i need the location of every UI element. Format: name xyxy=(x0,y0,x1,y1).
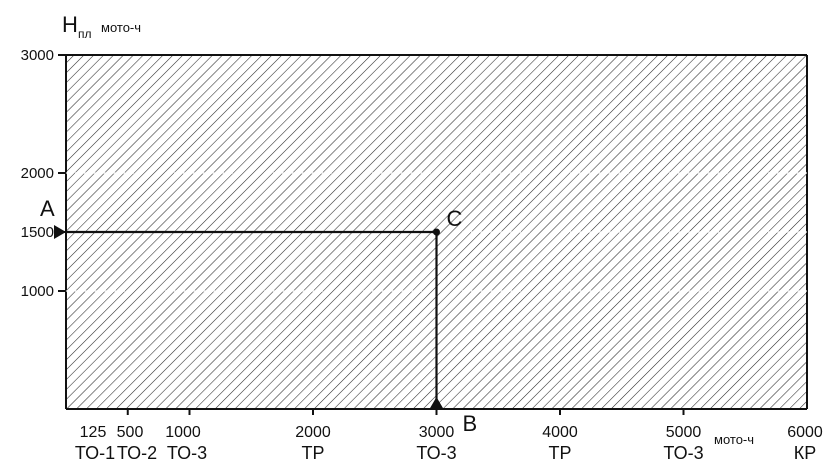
x-ticks: 125 ТО-1500 ТО-2 1000 ТО-3 2000 ТР 3000 ТО-3 4000… xyxy=(75,409,823,463)
y-axis-title-subscript: пл xyxy=(78,27,92,41)
point-label: C xyxy=(447,206,463,231)
point-marker xyxy=(433,228,440,236)
x-tick-label: 6000 xyxy=(787,424,823,441)
x-tick-sublabel: ТО-1 xyxy=(75,443,115,463)
x-tick-label: 4000 xyxy=(542,424,578,441)
x-axis-unit: мото-ч xyxy=(714,432,754,447)
x-tick-sublabel: ТО-3 xyxy=(167,443,207,463)
y-tick-label: 3000 xyxy=(21,47,54,64)
y-tick-label: 2000 xyxy=(21,165,54,182)
y-axis-title: H xyxy=(62,12,78,37)
point-marker xyxy=(429,397,444,409)
x-tick-label: 3000 xyxy=(419,424,455,441)
x-tick-label: 125 xyxy=(80,424,107,441)
x-tick-sublabel: ТО-3 xyxy=(416,443,456,463)
x-tick-label: 500 xyxy=(117,424,144,441)
points-layer: A C B xyxy=(40,196,477,436)
x-tick-sublabel: ТР xyxy=(548,443,571,463)
y-tick-label: 1500 xyxy=(21,224,54,241)
y-axis-title-unit: мото-ч xyxy=(101,20,141,35)
y-tick-label: 1000 xyxy=(21,283,54,300)
point-label: A xyxy=(40,196,55,221)
x-tick-label: 2000 xyxy=(295,424,331,441)
x-tick-sublabel: ТО-3 xyxy=(663,443,703,463)
x-tick-sublabel: КР xyxy=(794,443,817,463)
x-tick-label: 5000 xyxy=(666,424,702,441)
x-tick-label: 1000 xyxy=(165,424,201,441)
x-tick-sublabel: ТО-2 xyxy=(117,443,157,463)
point-label: B xyxy=(463,411,478,436)
point-marker xyxy=(54,225,66,239)
x-tick-sublabel: ТР xyxy=(301,443,324,463)
